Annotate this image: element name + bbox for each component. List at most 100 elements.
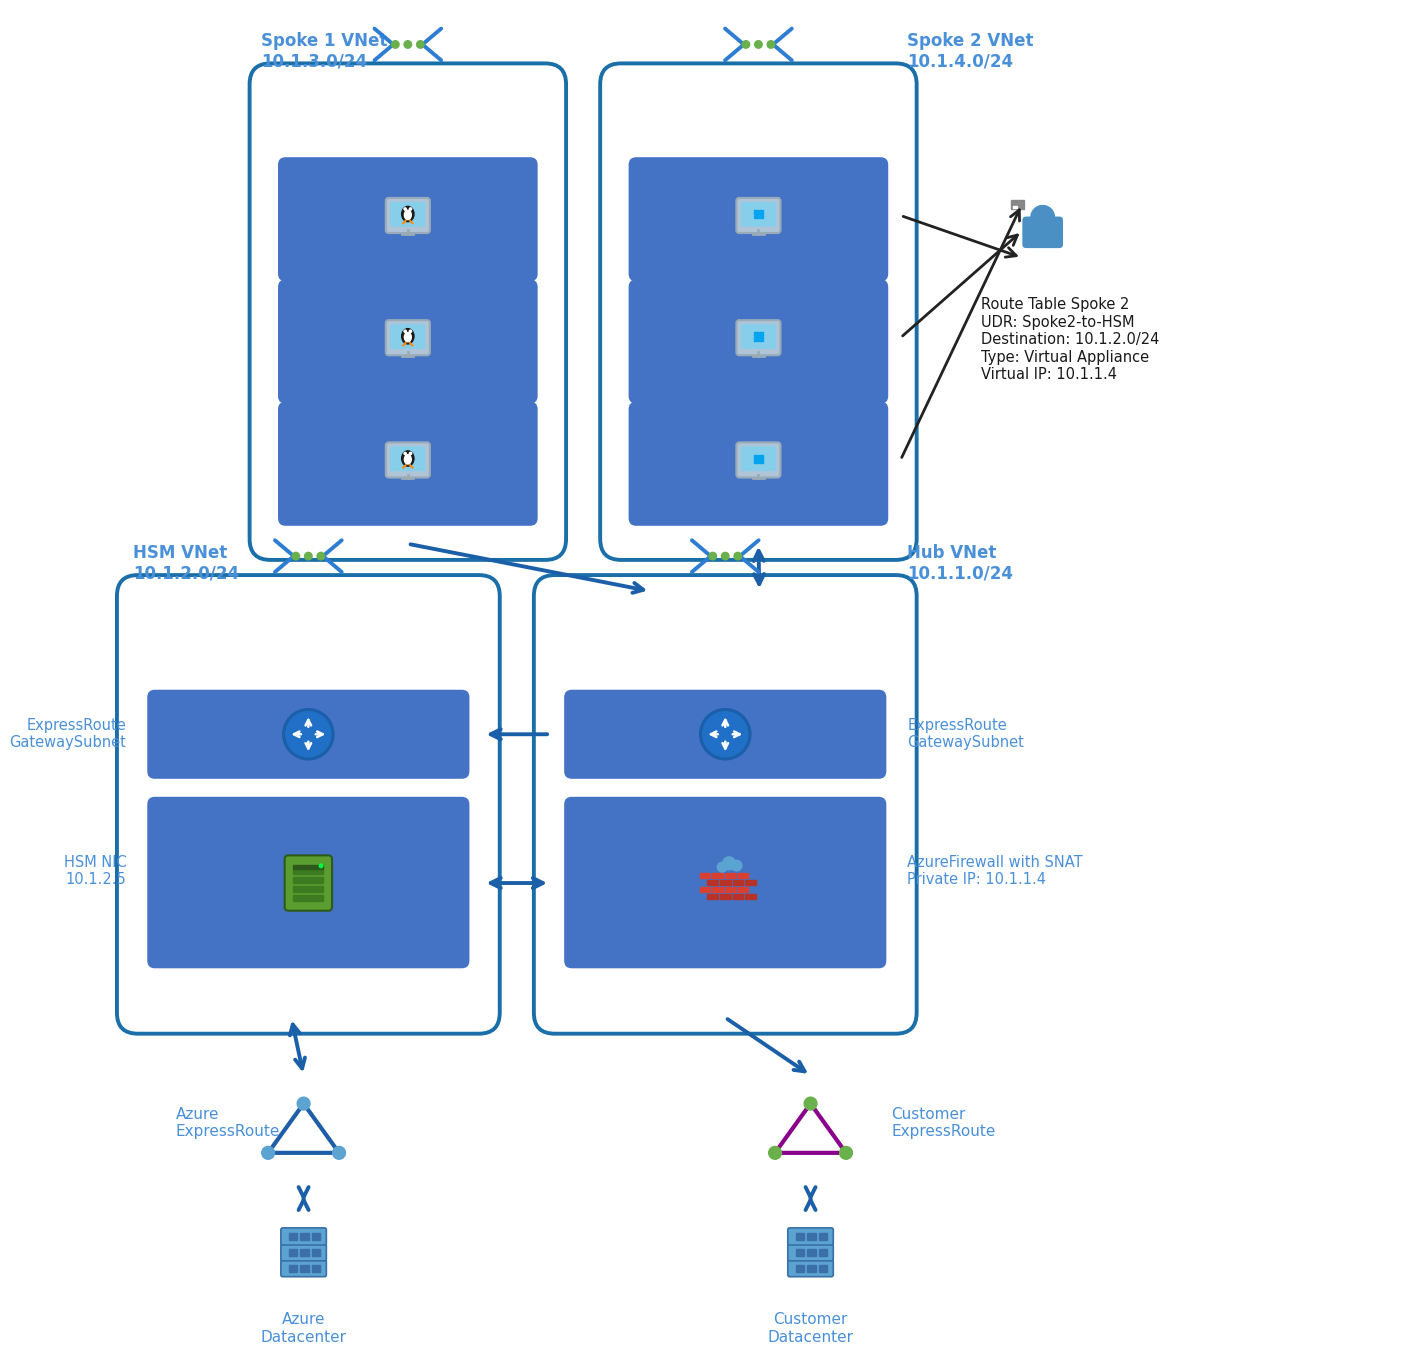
Bar [737, 874, 749, 878]
FancyBboxPatch shape [280, 1244, 327, 1262]
Text: Customer
ExpressRoute: Customer ExpressRoute [891, 1107, 995, 1140]
FancyBboxPatch shape [284, 855, 333, 911]
Circle shape [283, 709, 334, 760]
FancyBboxPatch shape [565, 797, 886, 969]
Circle shape [734, 553, 741, 560]
Bar [311, 1249, 320, 1256]
Circle shape [392, 41, 399, 49]
FancyBboxPatch shape [736, 198, 781, 233]
FancyBboxPatch shape [788, 1228, 833, 1245]
Bar [724, 888, 736, 892]
Text: AzureFirewall with SNAT
Private IP: 10.1.1.4: AzureFirewall with SNAT Private IP: 10.1… [907, 855, 1082, 888]
Bar [699, 874, 710, 878]
FancyBboxPatch shape [741, 202, 775, 226]
Bar [754, 337, 758, 340]
Bar [758, 332, 763, 336]
FancyBboxPatch shape [741, 446, 775, 472]
Bar [746, 894, 756, 898]
Bar [819, 1264, 828, 1272]
Ellipse shape [405, 455, 412, 463]
Bar [293, 869, 324, 874]
Bar [708, 894, 717, 898]
Text: Azure
Datacenter: Azure Datacenter [260, 1312, 347, 1344]
Bar [293, 864, 324, 869]
Bar [1013, 206, 1016, 207]
Bar [795, 1249, 804, 1256]
Ellipse shape [405, 332, 412, 341]
FancyBboxPatch shape [533, 575, 917, 1034]
Circle shape [286, 711, 331, 757]
Circle shape [405, 453, 406, 455]
Bar [795, 1264, 804, 1272]
Bar [293, 886, 324, 892]
Bar [807, 1233, 815, 1240]
Circle shape [709, 553, 716, 560]
FancyBboxPatch shape [386, 198, 430, 233]
Bar [754, 210, 758, 214]
Text: Spoke 2 VNet
10.1.4.0/24: Spoke 2 VNet 10.1.4.0/24 [907, 33, 1034, 70]
FancyBboxPatch shape [280, 1228, 327, 1245]
Bar [712, 874, 723, 878]
Bar [758, 459, 763, 463]
Bar [754, 332, 758, 336]
Bar [724, 874, 736, 878]
Bar [720, 894, 730, 898]
Bar [1012, 199, 1023, 210]
FancyBboxPatch shape [386, 442, 430, 477]
Bar [300, 1249, 308, 1256]
Circle shape [722, 553, 729, 560]
FancyBboxPatch shape [788, 1244, 833, 1262]
FancyBboxPatch shape [386, 320, 430, 355]
Text: Azure
ExpressRoute: Azure ExpressRoute [175, 1107, 280, 1140]
Circle shape [297, 1098, 310, 1110]
Bar [712, 888, 723, 892]
FancyBboxPatch shape [290, 863, 311, 911]
Bar [289, 1233, 297, 1240]
Bar [746, 881, 756, 885]
Circle shape [767, 41, 774, 49]
Bar [289, 1249, 297, 1256]
FancyBboxPatch shape [277, 401, 538, 526]
Text: HSM NIC
10.1.2.5: HSM NIC 10.1.2.5 [64, 855, 126, 888]
Text: ExpressRoute
GatewaySubnet: ExpressRoute GatewaySubnet [10, 718, 126, 751]
FancyBboxPatch shape [147, 797, 470, 969]
FancyBboxPatch shape [736, 442, 781, 477]
Bar [795, 1233, 804, 1240]
FancyBboxPatch shape [280, 1260, 327, 1276]
FancyBboxPatch shape [147, 690, 470, 779]
Text: Hub VNet
10.1.1.0/24: Hub VNet 10.1.1.0/24 [907, 543, 1013, 583]
Circle shape [333, 1146, 345, 1160]
Bar [758, 214, 763, 218]
Bar [754, 214, 758, 218]
FancyBboxPatch shape [628, 279, 889, 404]
Circle shape [291, 553, 300, 560]
FancyBboxPatch shape [249, 64, 566, 560]
Circle shape [409, 207, 412, 210]
Bar [720, 881, 730, 885]
Bar [733, 881, 743, 885]
FancyBboxPatch shape [391, 446, 426, 472]
Ellipse shape [402, 329, 415, 344]
Circle shape [804, 1098, 816, 1110]
FancyBboxPatch shape [117, 575, 499, 1034]
Bar [754, 459, 758, 463]
Bar [699, 888, 710, 892]
Circle shape [839, 1146, 852, 1160]
Bar [708, 881, 717, 885]
Bar [758, 455, 763, 458]
FancyBboxPatch shape [277, 279, 538, 404]
Circle shape [405, 331, 406, 332]
Circle shape [768, 1146, 781, 1160]
Circle shape [723, 856, 736, 870]
Circle shape [703, 711, 747, 757]
Bar [819, 1249, 828, 1256]
Circle shape [409, 453, 412, 455]
Bar [819, 1233, 828, 1240]
Bar [300, 1233, 308, 1240]
Circle shape [262, 1146, 275, 1160]
Circle shape [741, 41, 750, 49]
Ellipse shape [405, 210, 412, 220]
Bar [293, 896, 324, 901]
Circle shape [405, 207, 406, 210]
Circle shape [754, 41, 763, 49]
